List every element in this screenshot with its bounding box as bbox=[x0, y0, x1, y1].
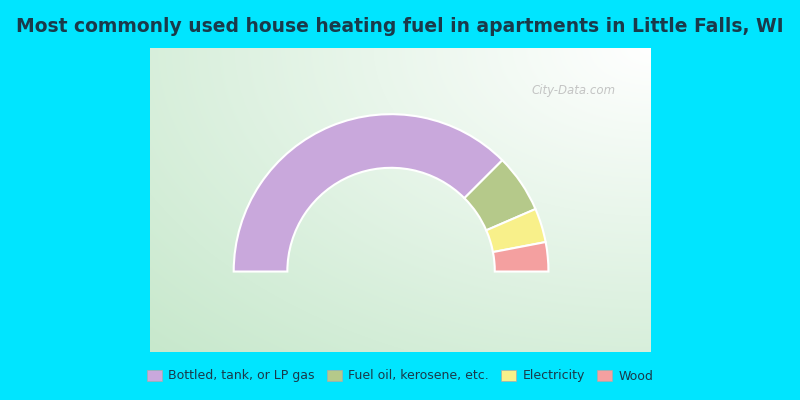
Wedge shape bbox=[493, 242, 549, 272]
Wedge shape bbox=[234, 114, 502, 272]
Wedge shape bbox=[486, 209, 546, 252]
Legend: Bottled, tank, or LP gas, Fuel oil, kerosene, etc., Electricity, Wood: Bottled, tank, or LP gas, Fuel oil, kero… bbox=[142, 364, 658, 388]
Text: City-Data.com: City-Data.com bbox=[531, 84, 615, 98]
Wedge shape bbox=[464, 160, 535, 230]
Text: Most commonly used house heating fuel in apartments in Little Falls, WI: Most commonly used house heating fuel in… bbox=[16, 17, 784, 36]
